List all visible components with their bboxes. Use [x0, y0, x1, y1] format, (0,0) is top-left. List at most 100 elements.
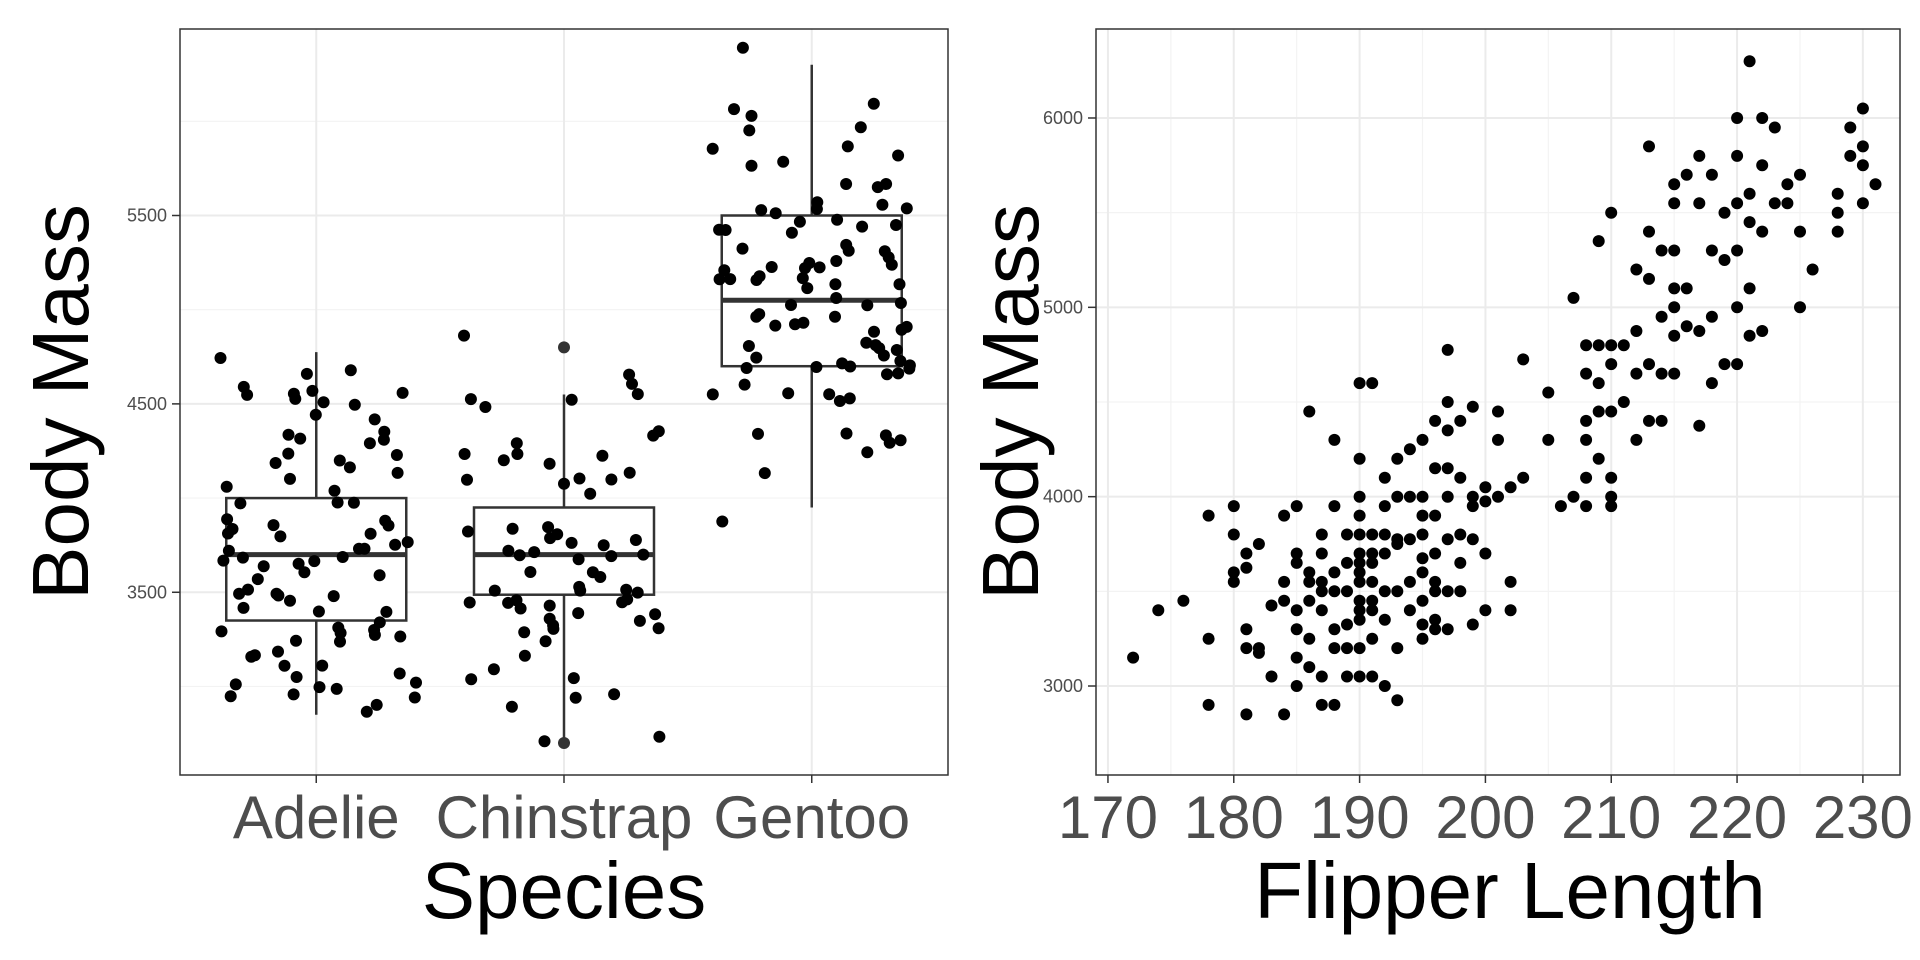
scatter-point	[1542, 386, 1555, 399]
scatter-point	[1429, 547, 1442, 560]
scatter-point	[1693, 149, 1706, 162]
scatter-point	[1781, 178, 1794, 191]
jitter-point	[514, 602, 527, 615]
jitter-point	[631, 586, 644, 599]
scatter-point	[1441, 396, 1454, 408]
jitter-point	[236, 551, 249, 564]
scatter-point	[1378, 680, 1391, 692]
scatter-point	[1479, 547, 1492, 560]
jitter-point	[728, 103, 740, 116]
jitter-point	[348, 398, 361, 411]
scatter-point	[1378, 547, 1391, 560]
jitter-point	[861, 299, 874, 312]
scatter-point	[1227, 528, 1240, 541]
jitter-point	[382, 519, 395, 532]
scatter-point	[1328, 500, 1341, 513]
scatter-y-tick-label: 4000	[1043, 487, 1083, 507]
jitter-point	[867, 97, 880, 110]
scatter-point	[1341, 528, 1353, 541]
scatter-point	[1479, 604, 1492, 617]
scatter-point	[1492, 490, 1504, 503]
scatter-point	[1668, 329, 1681, 342]
scatter-point	[1366, 594, 1379, 607]
scatter-point	[1466, 500, 1479, 513]
scatter-point	[1454, 414, 1467, 427]
scatter-point	[1202, 698, 1215, 711]
scatter-point	[1240, 623, 1253, 636]
jitter-point	[332, 621, 345, 634]
scatter-point	[1416, 490, 1429, 503]
jitter-point	[831, 213, 844, 226]
jitter-point	[298, 566, 311, 579]
scatter-point	[1756, 325, 1769, 337]
scatter-point	[1366, 556, 1379, 569]
jitter-point	[567, 672, 580, 685]
scatter-point	[1227, 575, 1240, 588]
jitter-point	[487, 663, 500, 676]
scatter-point	[1781, 197, 1794, 210]
jitter-point	[242, 583, 254, 596]
scatter-point	[1441, 462, 1454, 475]
scatter-y-tick-label: 5000	[1043, 297, 1083, 317]
jitter-point	[736, 242, 749, 255]
scatter-point	[1454, 556, 1467, 569]
scatter-point	[1391, 694, 1404, 707]
jitter-point	[333, 454, 346, 467]
jitter-point	[368, 628, 381, 641]
scatter-point	[1353, 377, 1366, 390]
scatter-point	[1127, 651, 1140, 664]
scatter-point	[1869, 178, 1882, 191]
jitter-point	[458, 448, 471, 460]
scatter-point	[1290, 556, 1303, 569]
jitter-point	[900, 202, 913, 215]
scatter-point	[1856, 102, 1869, 115]
jitter-point	[738, 378, 751, 391]
jitter-point	[510, 437, 523, 450]
scatter-point	[1831, 206, 1844, 219]
scatter-point	[1391, 642, 1404, 655]
jitter-point	[597, 539, 610, 552]
scatter-y-axis-title: Body Mass	[966, 204, 1055, 600]
scatter-point	[1315, 670, 1328, 683]
scatter-point	[1429, 613, 1442, 626]
scatter-point	[1315, 575, 1328, 588]
scatter-point	[1693, 419, 1706, 432]
scatter-point	[1743, 187, 1756, 200]
jitter-point	[868, 325, 880, 338]
scatter-point	[1705, 168, 1718, 181]
jitter-point	[785, 299, 797, 311]
outlier-point	[558, 341, 570, 354]
scatter-axis-ticks	[1088, 117, 1864, 783]
jitter-point	[769, 319, 782, 332]
scatter-point	[1152, 604, 1165, 617]
scatter-point	[1605, 490, 1618, 503]
jitter-point	[843, 392, 856, 405]
scatter-point	[1227, 566, 1240, 579]
scatter-point	[1240, 561, 1253, 574]
jitter-point	[317, 396, 330, 409]
jitter-point	[753, 270, 766, 283]
scatter-point	[1592, 405, 1605, 418]
jitter-point	[894, 355, 907, 367]
jitter-point	[518, 626, 531, 639]
jitter-point	[740, 362, 753, 374]
scatter-point	[1353, 509, 1366, 522]
jitter-point	[573, 472, 586, 485]
jitter-point	[226, 523, 239, 535]
scatter-point	[1756, 225, 1769, 238]
scatter-point	[1668, 244, 1681, 257]
jitter-point	[854, 121, 867, 134]
scatter-point	[1668, 282, 1681, 295]
boxplot-y-tick-label: 4500	[127, 394, 167, 414]
jitter-point	[894, 434, 907, 447]
jitter-point	[267, 519, 280, 532]
jitter-point	[547, 622, 560, 635]
boxplot-y-tick-label: 5500	[127, 206, 167, 226]
scatter-point	[1366, 547, 1379, 560]
scatter-point	[1315, 528, 1328, 541]
scatter-y-tick-label: 3000	[1043, 676, 1083, 696]
jitter-point	[623, 466, 636, 479]
scatter-point	[1303, 661, 1316, 674]
scatter-point	[1353, 547, 1366, 560]
scatter-point	[1806, 263, 1819, 276]
